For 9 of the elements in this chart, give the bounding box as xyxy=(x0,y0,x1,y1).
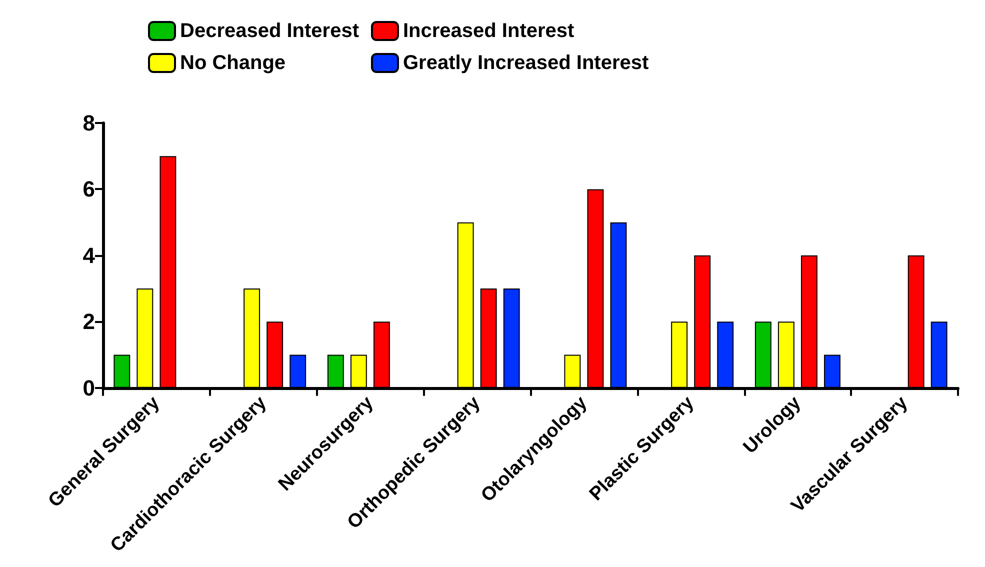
legend-label: Increased Interest xyxy=(402,20,575,42)
y-tick-label: 8 xyxy=(82,110,95,136)
legend-label: Decreased Interest xyxy=(180,20,360,42)
y-tick-label: 6 xyxy=(82,176,95,202)
y-tick-label: 4 xyxy=(82,242,96,268)
y-tick-label: 2 xyxy=(82,309,95,334)
legend-label: Greatly Increased Interest xyxy=(402,52,649,74)
y-tick-label: 0 xyxy=(82,375,95,400)
legend-label: No Change xyxy=(180,52,286,74)
